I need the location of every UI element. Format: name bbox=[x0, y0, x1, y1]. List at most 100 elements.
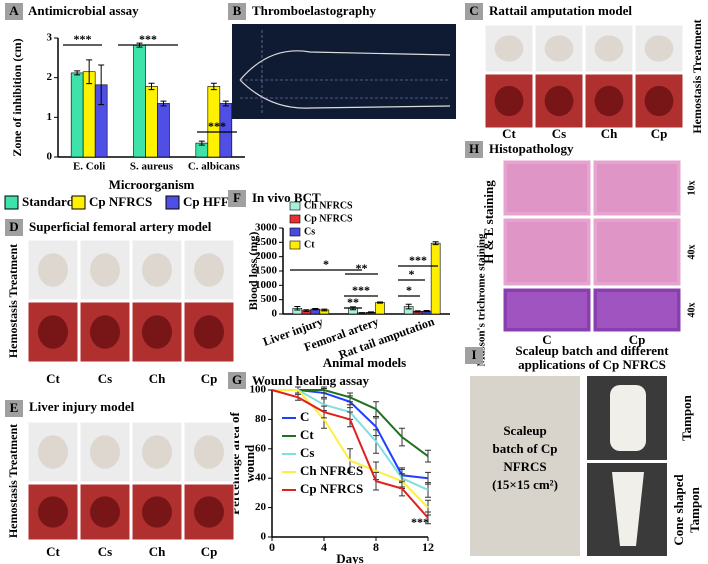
photo-detail bbox=[38, 496, 68, 528]
error-bar bbox=[98, 64, 105, 106]
x-tick-label: C. albicans bbox=[188, 161, 241, 173]
x-axis-label: Days bbox=[336, 551, 363, 564]
photo-detail bbox=[38, 435, 68, 469]
legend-label: Ch NFRCS bbox=[304, 200, 353, 211]
y-tick-label: 0 bbox=[272, 308, 278, 320]
image-label: Tampon bbox=[687, 486, 702, 533]
column-label: Cs bbox=[98, 544, 112, 559]
y-tick-label: 40 bbox=[255, 472, 267, 484]
column-label: Cp bbox=[201, 371, 218, 386]
row-label: Masson's trichrome staining bbox=[476, 233, 488, 367]
y-tick-label: 100 bbox=[250, 384, 267, 396]
column-label: Cs bbox=[98, 371, 112, 386]
panel-letter-box bbox=[228, 372, 246, 389]
x-axis-label: Microorganism bbox=[109, 177, 195, 192]
panel-letter-box bbox=[228, 3, 246, 20]
legend-label: Standard bbox=[22, 194, 75, 209]
error-bar bbox=[222, 100, 229, 107]
histology-texture bbox=[507, 292, 587, 328]
legend-swatch bbox=[4, 195, 19, 210]
y-tick-label: 0 bbox=[47, 151, 53, 163]
significance-label: ** bbox=[347, 295, 359, 309]
panel-letter: H bbox=[469, 141, 479, 156]
y-tick-label: 80 bbox=[255, 413, 267, 425]
y-axis-label: Blood loss (mg) bbox=[246, 232, 260, 311]
photo-detail bbox=[90, 496, 120, 528]
panel-title: Scaleup batch and different bbox=[515, 343, 669, 358]
column-label: Cp bbox=[629, 332, 646, 347]
panel-title: Histopathology bbox=[489, 141, 574, 156]
column-label: Ch bbox=[601, 126, 618, 141]
histology-texture bbox=[507, 222, 587, 282]
bar bbox=[145, 86, 158, 158]
photo-detail bbox=[594, 35, 624, 62]
x-tick-label: S. aureus bbox=[130, 161, 174, 173]
panel-title: Rattail amputation model bbox=[489, 3, 632, 18]
significance-label: *** bbox=[411, 515, 429, 529]
significance-label: *** bbox=[409, 253, 427, 267]
panel-title: Superficial femoral artery model bbox=[29, 219, 212, 234]
significance-label: *** bbox=[139, 32, 157, 46]
bar bbox=[133, 44, 146, 158]
panel-letter: D bbox=[9, 219, 18, 234]
bar bbox=[157, 103, 170, 158]
photo-detail bbox=[90, 253, 120, 287]
column-label: Cp bbox=[201, 544, 218, 559]
panel-letter: I bbox=[471, 347, 476, 362]
trace bbox=[240, 30, 450, 115]
y-tick-label: 0 bbox=[261, 531, 267, 543]
legend-swatch bbox=[289, 201, 301, 211]
photo-detail bbox=[142, 315, 172, 349]
column-label: Ct bbox=[46, 544, 60, 559]
panel-title: Thromboelastography bbox=[252, 3, 376, 18]
error-bar bbox=[377, 301, 383, 304]
photo bbox=[131, 301, 183, 363]
y-tick-label: 500 bbox=[261, 293, 278, 305]
bar bbox=[82, 71, 96, 158]
significance-label: * bbox=[409, 267, 415, 281]
x-tick-label: 0 bbox=[269, 540, 275, 554]
panel-letter: A bbox=[9, 3, 19, 18]
sheet-label: Scaleup bbox=[503, 423, 546, 438]
legend-label: Cs bbox=[304, 226, 315, 237]
y-tick-label: 2000 bbox=[255, 250, 278, 262]
image-label: Cone shaped bbox=[671, 474, 686, 546]
side-label: Hemostasis Treatment bbox=[6, 424, 20, 538]
row-label: H & E staining bbox=[481, 180, 496, 264]
chart-title: Wound healing assay bbox=[252, 373, 370, 388]
photo-detail bbox=[594, 85, 624, 117]
photo-detail bbox=[544, 35, 574, 62]
panel-letter-box bbox=[5, 3, 23, 20]
tampon bbox=[610, 385, 646, 451]
error-bar bbox=[432, 241, 439, 246]
significance-label: * bbox=[406, 283, 412, 297]
y-tick-label: 2500 bbox=[255, 236, 278, 248]
significance-label: * bbox=[323, 257, 329, 271]
panel-letter: E bbox=[10, 400, 19, 415]
magnification-label: 10x bbox=[686, 181, 697, 196]
x-tick-label: 4 bbox=[321, 540, 327, 554]
error-bar bbox=[423, 310, 430, 313]
significance-label: *** bbox=[208, 119, 226, 133]
y-tick-label: 1 bbox=[47, 111, 53, 123]
photo-detail bbox=[194, 496, 224, 528]
photo-detail bbox=[194, 315, 224, 349]
chart-title: Antimicrobial assay bbox=[28, 3, 139, 18]
column-label: C bbox=[542, 332, 551, 347]
photo bbox=[232, 24, 456, 119]
x-tick-label: 8 bbox=[373, 540, 379, 554]
error-bar bbox=[148, 82, 155, 91]
sheet-label: batch of Cp bbox=[492, 441, 557, 456]
side-label: Hemostasis Treatment bbox=[6, 244, 20, 358]
legend-label: Ct bbox=[300, 427, 314, 442]
error-bar bbox=[414, 310, 421, 313]
column-label: Ch bbox=[149, 544, 166, 559]
significance-label: *** bbox=[74, 32, 92, 46]
panel-letter-box bbox=[5, 219, 23, 236]
panel-letter: B bbox=[233, 3, 242, 18]
y-tick-label: 60 bbox=[255, 442, 267, 454]
panel-letter-box bbox=[465, 347, 483, 364]
error-bar bbox=[368, 311, 374, 314]
error-bar bbox=[303, 309, 310, 312]
legend-swatch bbox=[289, 214, 301, 224]
